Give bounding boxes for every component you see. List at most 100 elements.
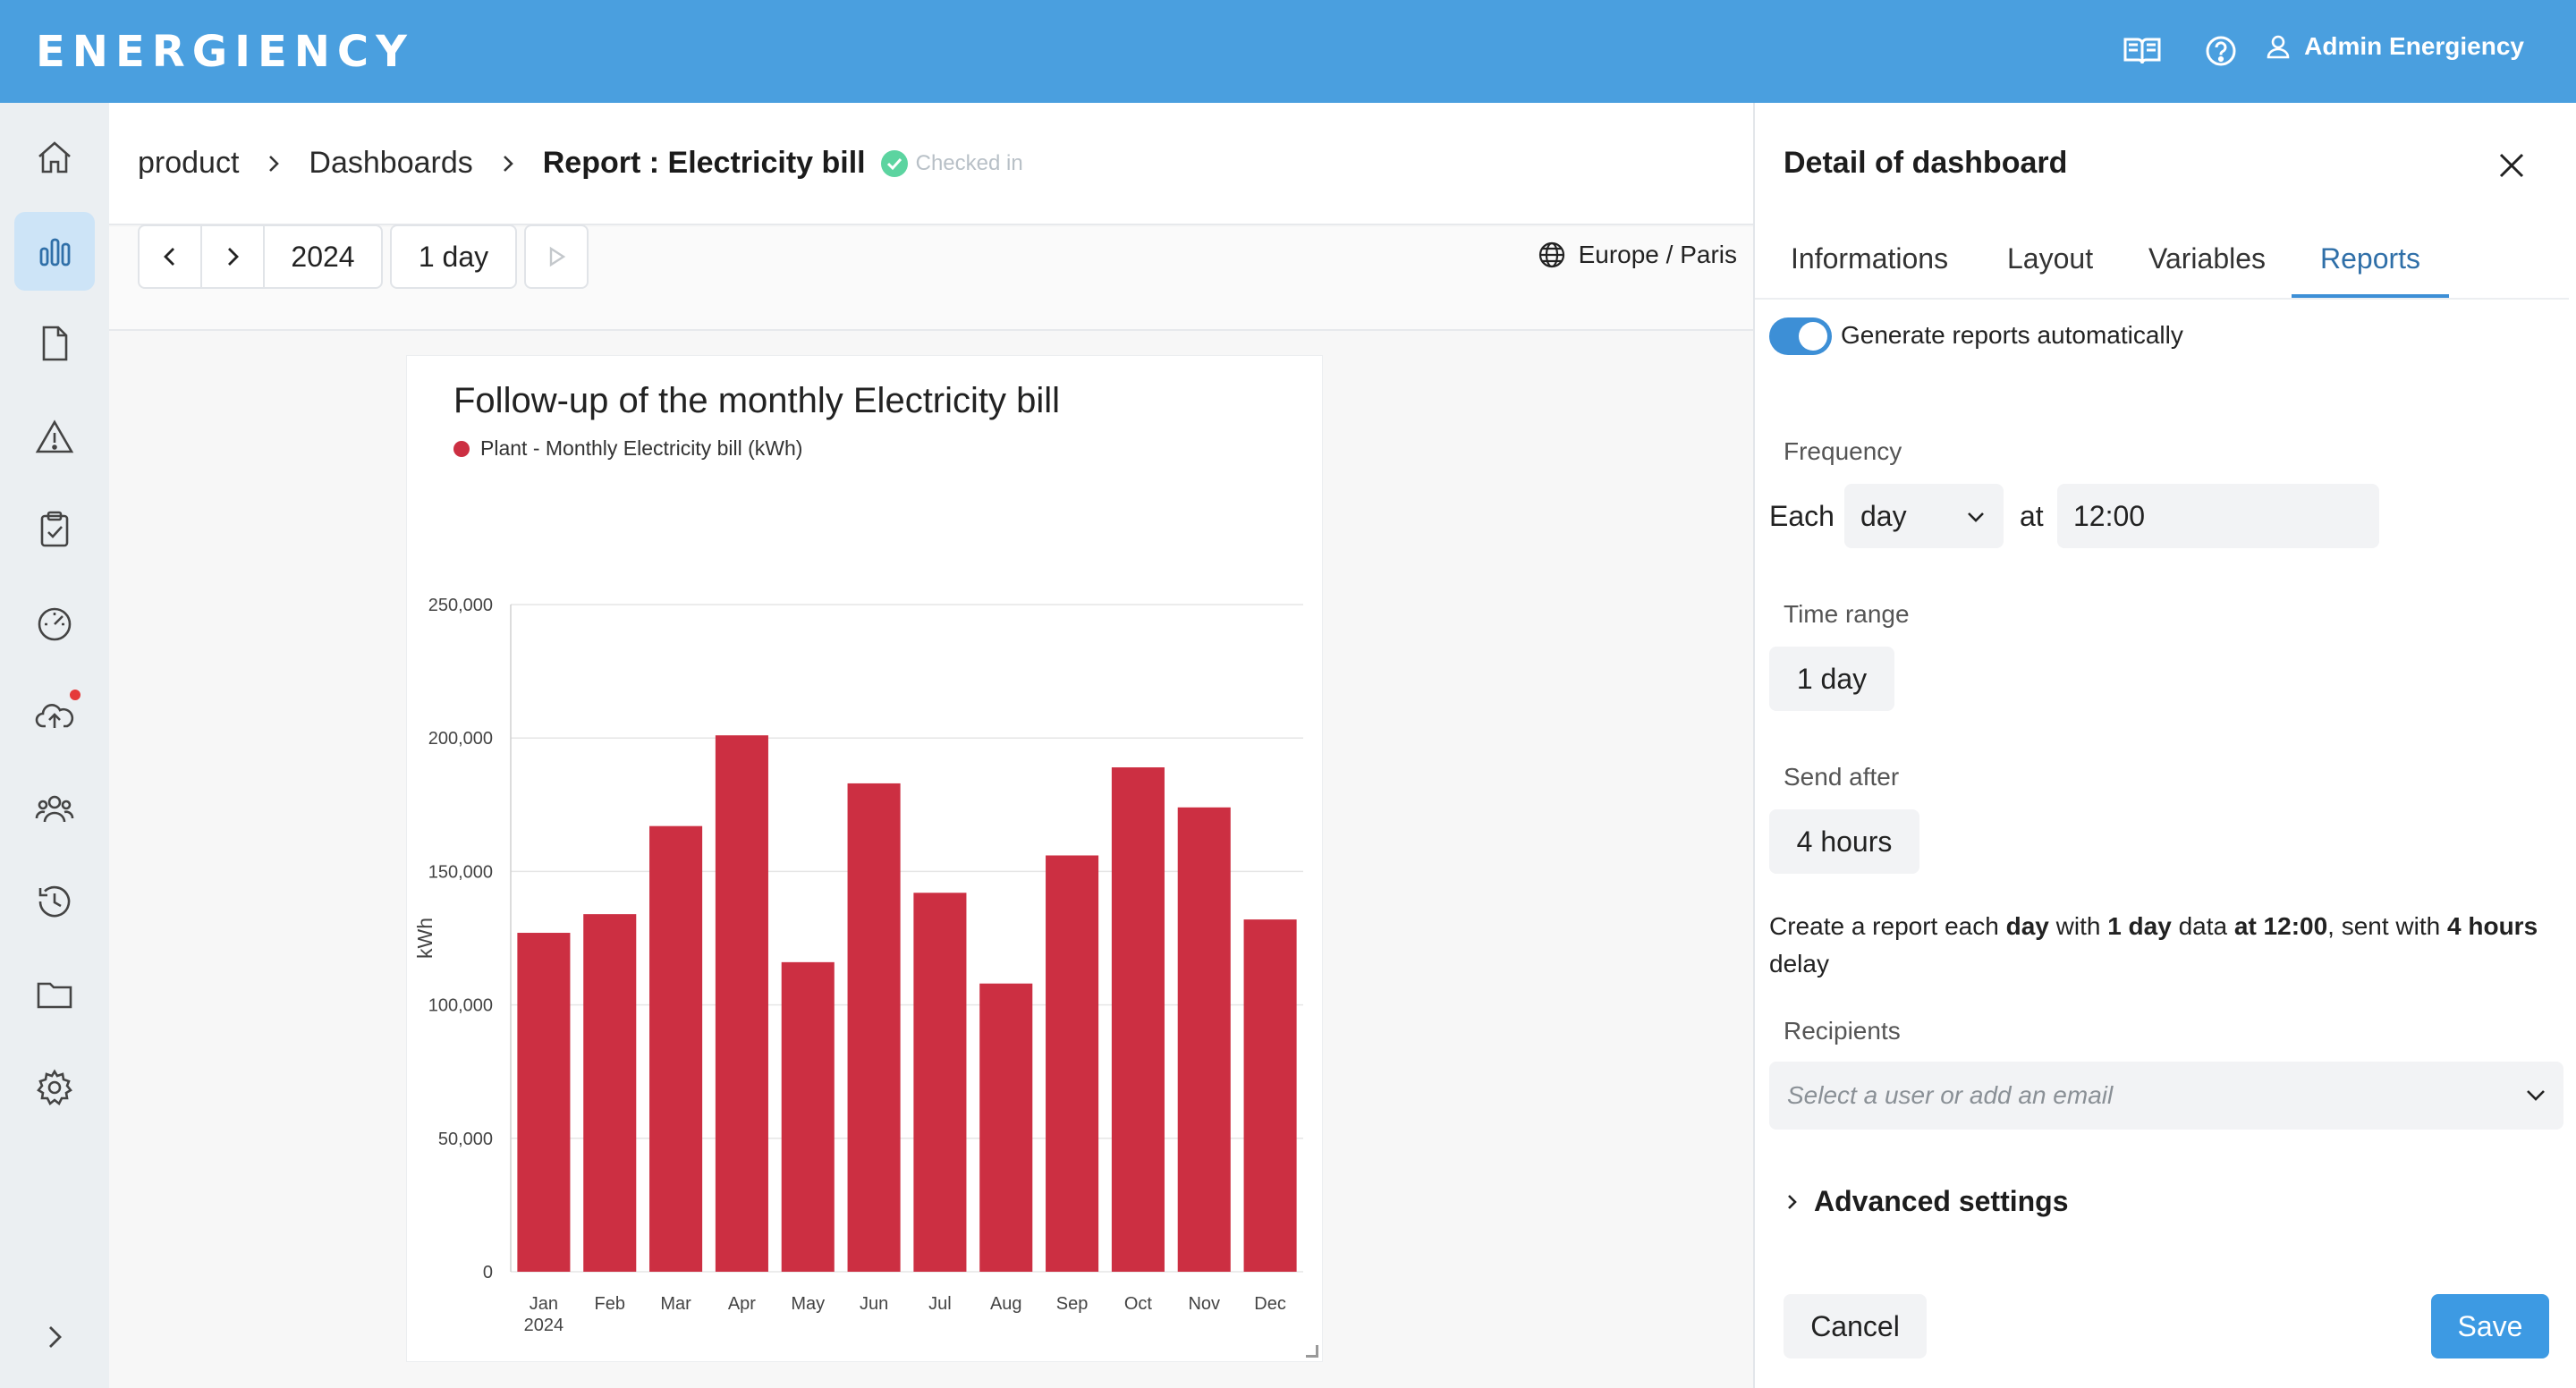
sidebar-item-alerts[interactable]	[14, 398, 95, 477]
toggle-knob	[1799, 322, 1827, 351]
each-label: Each	[1769, 500, 1835, 532]
bar-jul	[913, 893, 967, 1272]
bar-jun	[847, 783, 901, 1272]
sidebar-expand-button[interactable]	[14, 1298, 95, 1376]
y-tick-label: 150,000	[428, 862, 493, 882]
dashboard-detail-panel: Detail of dashboard Informations Layout …	[1753, 103, 2576, 1388]
chart-legend[interactable]: Plant - Monthly Electricity bill (kWh)	[453, 436, 802, 461]
year-selector[interactable]: 2024	[263, 224, 383, 289]
recipients-label: Recipients	[1784, 1017, 1901, 1045]
sidebar-item-users[interactable]	[14, 769, 95, 848]
recipients-select[interactable]: Select a user or add an email	[1769, 1062, 2563, 1130]
sidebar-item-documents[interactable]	[14, 304, 95, 383]
bar-sep	[1046, 855, 1099, 1272]
tab-layout[interactable]: Layout	[2007, 242, 2094, 275]
auto-report-label: Generate reports automatically	[1841, 321, 2183, 349]
chevron-right-icon	[264, 154, 284, 174]
x-tick-label: Mar	[660, 1294, 691, 1314]
sidebar-item-settings[interactable]	[14, 1048, 95, 1127]
next-period-button[interactable]	[200, 224, 265, 289]
x-tick-label: Dec	[1254, 1294, 1286, 1314]
bar-nov	[1177, 807, 1231, 1272]
gauge-icon	[38, 607, 72, 641]
panel-tabs: Informations Layout Variables Reports	[1755, 235, 2569, 300]
summary-delay: 4 hours	[2447, 912, 2538, 940]
summary-text: , sent with	[2327, 912, 2448, 940]
x-tick-label: Sep	[1056, 1294, 1089, 1314]
frequency-label: Frequency	[1784, 437, 1902, 465]
chevron-left-icon	[164, 248, 174, 266]
y-tick-label: 0	[483, 1263, 493, 1282]
sidebar-item-files[interactable]	[14, 954, 95, 1033]
sidebar-item-home[interactable]	[14, 118, 95, 197]
sidebar-item-history[interactable]	[14, 862, 95, 941]
tab-informations[interactable]: Informations	[1791, 242, 1949, 275]
clipboard-check-icon	[40, 511, 69, 547]
tab-variables[interactable]: Variables	[2148, 242, 2267, 275]
x-tick-label: Nov	[1188, 1294, 1220, 1314]
previous-period-button[interactable]	[138, 224, 202, 289]
legend-marker	[453, 440, 470, 457]
recipients-placeholder: Select a user or add an email	[1787, 1081, 2114, 1109]
resize-handle[interactable]	[1306, 1345, 1318, 1358]
time-range-selector[interactable]: 1 day	[1769, 647, 1894, 711]
frequency-select[interactable]: day	[1844, 484, 2004, 548]
bar-may	[781, 961, 835, 1272]
notification-dot	[68, 688, 82, 702]
sidebar-item-performance[interactable]	[14, 583, 95, 662]
logo[interactable]: ENERGIENCY	[36, 27, 414, 77]
page-title: Report : Electricity bill	[542, 146, 866, 180]
close-icon[interactable]	[2492, 146, 2531, 185]
summary-text: Create a report each	[1769, 912, 2006, 940]
user-icon	[2267, 35, 2290, 59]
x-tick-label: Apr	[728, 1294, 756, 1314]
timezone-text: Europe / Paris	[1578, 241, 1737, 268]
legend-label: Plant - Monthly Electricity bill (kWh)	[480, 436, 803, 460]
sidebar-item-tasks[interactable]	[14, 490, 95, 569]
help-icon[interactable]	[2199, 29, 2243, 73]
summary-text: data	[2171, 912, 2234, 940]
users-icon	[35, 795, 74, 823]
summary-text: with	[2048, 912, 2108, 940]
chevron-right-icon	[498, 154, 518, 174]
user-menu[interactable]: Admin Energiency	[2265, 32, 2524, 61]
sidebar-item-dashboards[interactable]	[14, 212, 95, 291]
range-selector[interactable]: 1 day	[390, 224, 517, 289]
check-circle-icon	[880, 149, 908, 177]
breadcrumb-dashboards[interactable]: Dashboards	[309, 146, 473, 180]
sidebar-item-imports[interactable]	[14, 675, 95, 754]
x-tick-label: May	[791, 1294, 825, 1314]
bar-dec	[1243, 919, 1297, 1272]
y-tick-label: 100,000	[428, 996, 493, 1016]
toolbar	[109, 227, 1753, 331]
x-sub-label: 2024	[524, 1316, 564, 1335]
cancel-button[interactable]: Cancel	[1784, 1294, 1927, 1358]
chevron-right-icon	[49, 1326, 62, 1348]
y-tick-label: 200,000	[428, 729, 493, 749]
timezone-selector[interactable]: Europe / Paris	[1538, 241, 1737, 269]
x-tick-label: Aug	[990, 1294, 1022, 1314]
advanced-settings-toggle[interactable]: Advanced settings	[1784, 1185, 2069, 1218]
bar-oct	[1111, 767, 1165, 1272]
book-icon[interactable]	[2120, 29, 2165, 73]
send-after-selector[interactable]: 4 hours	[1769, 809, 1919, 874]
time-input[interactable]: 12:00	[2057, 484, 2379, 548]
x-tick-label: Feb	[595, 1294, 625, 1314]
chevron-down-icon	[2527, 1090, 2545, 1101]
breadcrumb-product[interactable]: product	[138, 146, 240, 180]
bar-chart-icon	[39, 238, 71, 267]
auto-report-toggle[interactable]	[1769, 317, 1832, 355]
save-button[interactable]: Save	[2431, 1294, 2549, 1358]
status-text: Checked in	[915, 150, 1023, 175]
tab-reports[interactable]: Reports	[2320, 242, 2421, 275]
globe-icon	[1538, 241, 1564, 268]
time-value: 12:00	[2073, 499, 2146, 532]
summary-range: 1 day	[2107, 912, 2172, 940]
folder-icon	[37, 982, 72, 1009]
bar-mar	[649, 825, 703, 1272]
bar-apr	[715, 735, 768, 1272]
play-button[interactable]	[524, 224, 589, 289]
summary-frequency: day	[2005, 912, 2049, 940]
chart-card: Follow-up of the monthly Electricity bil…	[406, 355, 1323, 1362]
y-tick-label: 50,000	[438, 1130, 493, 1149]
